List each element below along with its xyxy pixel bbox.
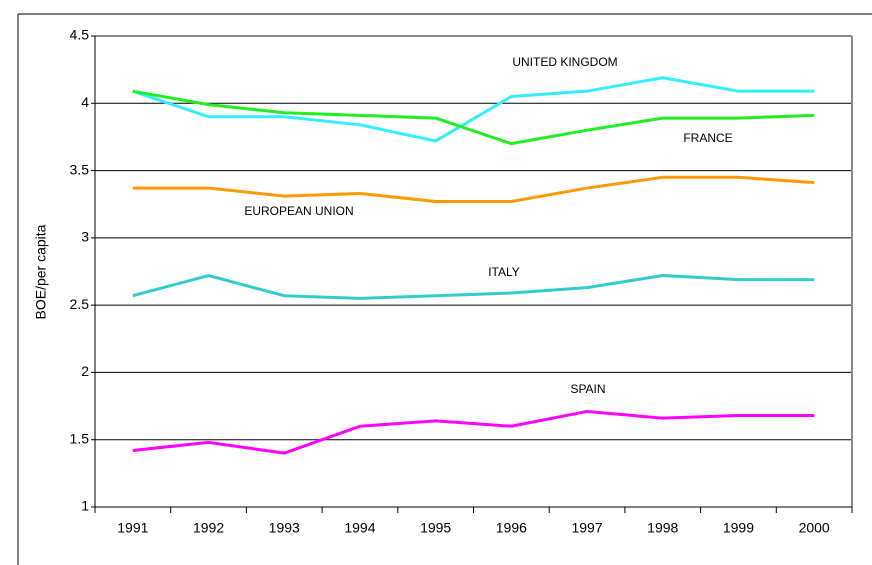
x-tick-label: 1993 [269, 520, 300, 536]
y-tick-label: 2 [81, 363, 89, 379]
series-line [132, 274, 815, 300]
x-tick-label: 1998 [647, 520, 678, 536]
y-tick-label: 2.5 [70, 296, 90, 312]
y-tick-label: 1 [81, 498, 89, 514]
series-line [132, 409, 815, 455]
series-label: SPAIN [570, 382, 605, 396]
series-line [132, 76, 815, 143]
series-label: EUROPEAN UNION [244, 204, 353, 218]
x-tick-label: 1994 [344, 520, 375, 536]
series-label: FRANCE [683, 131, 732, 145]
series-label: UNITED KINGDOM [512, 55, 617, 69]
x-tick-label: 1991 [117, 520, 148, 536]
x-tick-label: 1992 [193, 520, 224, 536]
x-tick-label: 1996 [496, 520, 527, 536]
x-tick-label: 1997 [571, 520, 602, 536]
y-tick-label: 3 [81, 229, 89, 245]
series-line [132, 175, 815, 204]
y-tick-label: 4.5 [70, 27, 90, 43]
x-tick-label: 2000 [799, 520, 830, 536]
x-tick-label: 1995 [420, 520, 451, 536]
y-tick-label: 3.5 [70, 161, 90, 177]
y-tick-label: 4 [81, 94, 89, 110]
series-line [132, 89, 815, 146]
y-tick-label: 1.5 [70, 430, 90, 446]
series-label: ITALY [488, 265, 520, 279]
y-axis-label: BOE/per capita [33, 224, 49, 319]
x-tick-label: 1999 [723, 520, 754, 536]
